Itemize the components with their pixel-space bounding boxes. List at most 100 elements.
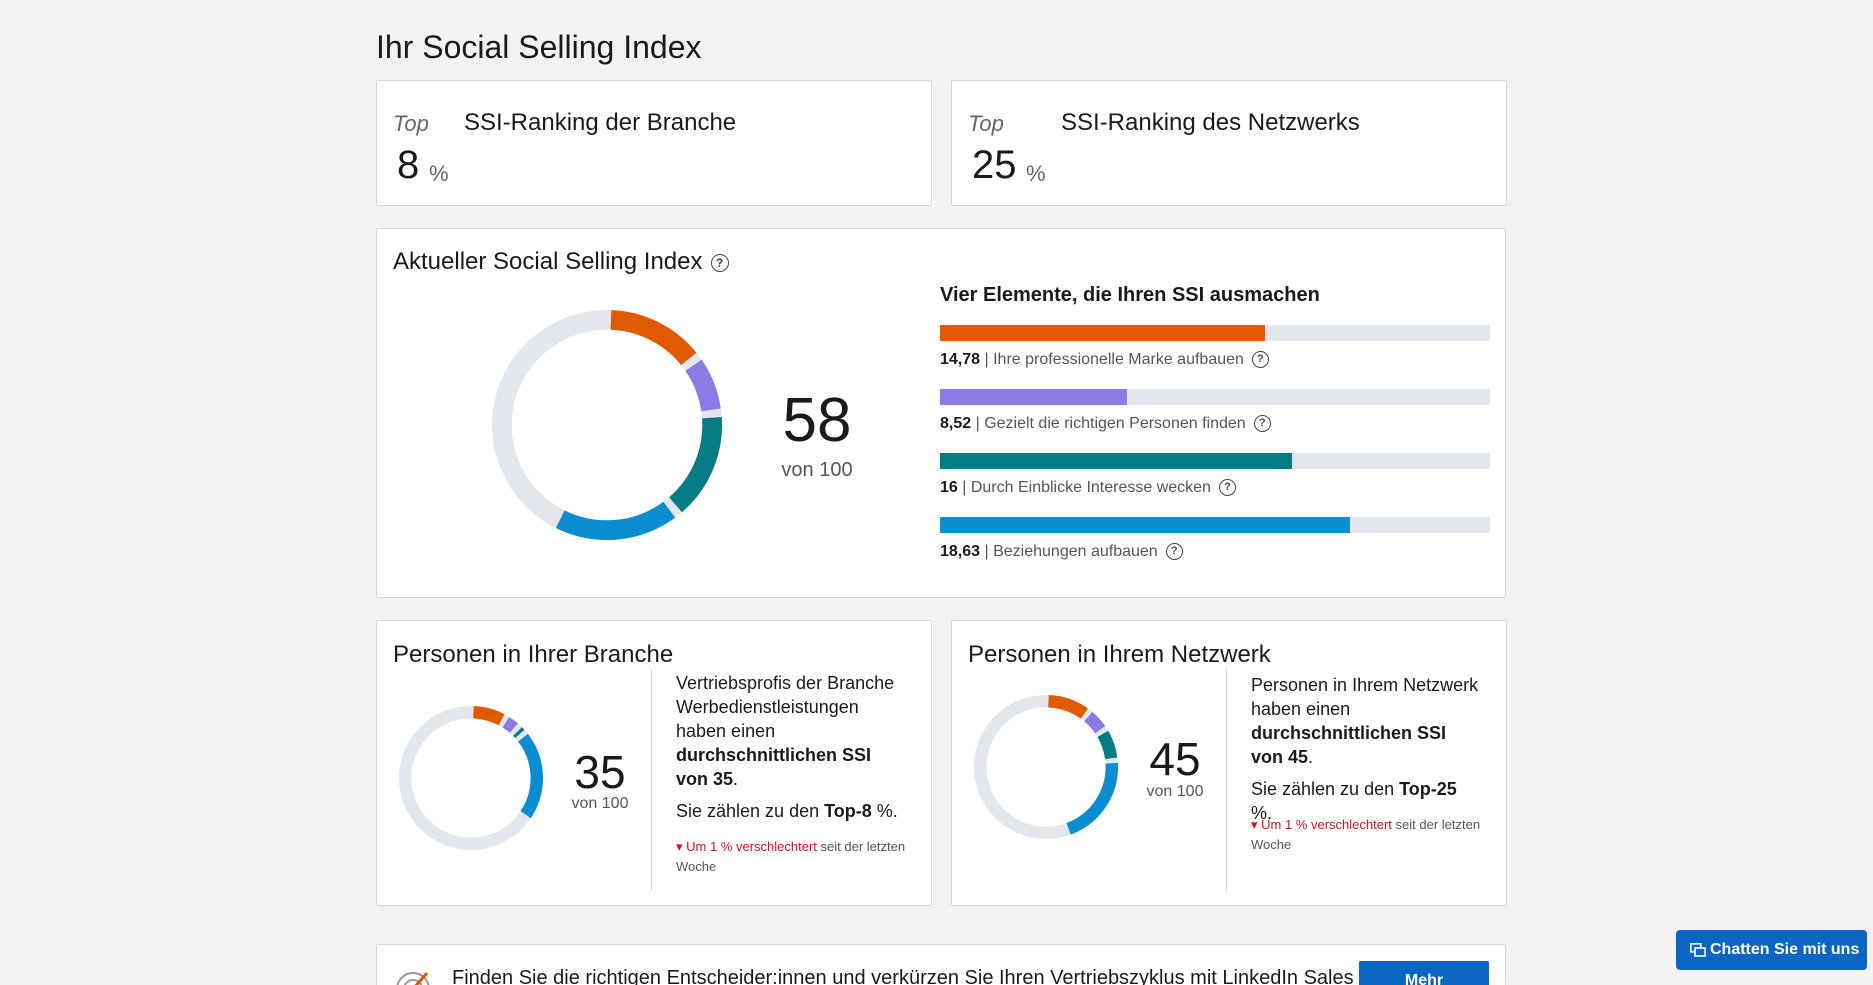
industry-rank-label: SSI-Ranking der Branche (464, 109, 737, 136)
industry-donut-segment-2 (502, 716, 518, 733)
network-rank-bold: Top-25 (1399, 779, 1457, 799)
network-peers-text-end: . (1308, 747, 1314, 767)
element-label: 18,63 | Beziehungen aufbauen? (940, 543, 1183, 561)
network-peers-change: ▾ Um 1 % verschlechtert seit der letzten… (1251, 815, 1481, 855)
network-peers-out-of: von 100 (1146, 783, 1204, 800)
help-icon[interactable]: ? (710, 253, 729, 272)
network-top-label: Top (968, 111, 1004, 136)
industry-peers-out-of: von 100 (571, 795, 629, 812)
network-peers-card: Personen in Ihrem Netzwerk 45 von 100 Pe… (951, 620, 1507, 906)
network-peers-rank: Sie zählen zu den Top-25 %. (1251, 777, 1481, 825)
promo-text: Finden Sie die richtigen Entscheider:inn… (452, 967, 1354, 985)
help-icon[interactable]: ? (1218, 479, 1236, 497)
network-peers-text: Personen in Ihrem Netzwerk haben einen (1251, 675, 1479, 719)
network-peers-score: 45 (1149, 733, 1201, 785)
element-name: Gezielt die richtigen Personen finden (984, 415, 1246, 432)
industry-donut-segment-1 (472, 706, 505, 726)
industry-peers-change: ▾ Um 1 % verschlechtert seit der letzten… (676, 837, 906, 877)
network-rank-value: 25 (972, 143, 1017, 187)
industry-rank-post: %. (876, 801, 898, 821)
industry-change-red: Um 1 % verschlechtert (686, 839, 817, 854)
industry-peers-avg: durchschnittlichen SSI von 35 (676, 745, 872, 789)
separator: | (980, 351, 994, 368)
element-value: 16 (940, 479, 958, 496)
element-bar-fill (940, 325, 1266, 341)
network-peers-heading: Personen in Ihrem Netzwerk (968, 641, 1271, 668)
industry-peers-rank: Sie zählen zu den Top-8 %. (676, 799, 906, 823)
network-rank-label: SSI-Ranking des Netzwerks (1061, 109, 1360, 136)
page-title: Ihr Social Selling Index (376, 29, 702, 65)
more-button[interactable]: Mehr (1359, 961, 1489, 985)
network-donut-segment-2 (1084, 711, 1106, 734)
element-label: 16 | Durch Einblicke Interesse wecken? (940, 479, 1236, 497)
network-donut-segment-3 (1097, 730, 1118, 760)
industry-peers-score: 35 (574, 746, 626, 798)
ssi-out-of: von 100 (781, 459, 853, 481)
network-donut-chart (974, 695, 1118, 839)
industry-peers-text: Vertriebsprofis der Branche Werbedienstl… (676, 673, 895, 741)
divider (1226, 669, 1227, 891)
element-bar-track (940, 325, 1490, 341)
ssi-donut-segment-1 (610, 310, 697, 366)
chat-label: Chatten Sie mit uns (1710, 941, 1860, 958)
chat-button[interactable]: Chatten Sie mit uns (1676, 930, 1867, 970)
industry-donut-segment-4 (517, 733, 543, 819)
element-bar-fill (940, 453, 1292, 469)
network-rank-post: %. (1251, 803, 1273, 823)
industry-peers-heading: Personen in Ihrer Branche (393, 641, 674, 668)
ssi-donut-chart (492, 310, 722, 540)
element-value: 18,63 (940, 543, 981, 560)
ssi-donut-segment-4 (555, 501, 676, 540)
trend-down-icon: ▾ (1251, 817, 1258, 832)
chat-icon (1690, 943, 1706, 957)
network-peers-avg: durchschnittlichen SSI von 45 (1251, 723, 1447, 767)
elements-title: Vier Elemente, die Ihren SSI ausmachen (940, 284, 1320, 306)
element-bar-track (940, 389, 1490, 405)
element-bar-fill (940, 517, 1350, 533)
element-value: 8,52 (940, 415, 972, 432)
ssi-heading-text: Aktueller Social Selling Index (393, 248, 703, 275)
element-label: 14,78 | Ihre professionelle Marke aufbau… (940, 351, 1269, 369)
element-label: 8,52 | Gezielt die richtigen Personen fi… (940, 415, 1271, 433)
help-icon[interactable]: ? (1253, 415, 1271, 433)
industry-rank-bold: Top-8 (824, 801, 872, 821)
industry-change-rest: seit der letzten Woche (676, 839, 906, 874)
element-bar-track (940, 517, 1490, 533)
industry-top-label: Top (393, 111, 429, 136)
industry-ranking-card: Top 8 % SSI-Ranking der Branche (376, 80, 932, 206)
element-name: Beziehungen aufbauen (993, 543, 1158, 560)
industry-peers-text-end: . (733, 769, 739, 789)
network-rank-pre: Sie zählen zu den (1251, 779, 1395, 799)
industry-donut-track (399, 706, 543, 850)
industry-donut-chart (399, 706, 543, 850)
industry-peers-description: Vertriebsprofis der Branche Werbedienstl… (676, 671, 906, 791)
network-donut-segment-4 (1066, 762, 1118, 835)
ssi-score: 58 (782, 386, 852, 455)
separator: | (980, 543, 994, 560)
target-icon (396, 972, 430, 985)
element-bar-fill (940, 389, 1128, 405)
element-name: Ihre professionelle Marke aufbauen (993, 351, 1244, 368)
element-bar-track (940, 453, 1490, 469)
trend-down-icon: ▾ (676, 839, 683, 854)
industry-rank-pre: Sie zählen zu den (676, 801, 820, 821)
separator: | (957, 479, 971, 496)
ssi-donut-segment-3 (668, 417, 722, 513)
help-icon[interactable]: ? (1251, 351, 1269, 369)
help-icon[interactable]: ? (1165, 543, 1183, 561)
network-change-red: Um 1 % verschlechtert (1261, 817, 1392, 832)
ssi-heading: Aktueller Social Selling Index? (393, 247, 729, 277)
network-change-rest: seit der letzten Woche (1251, 817, 1481, 852)
current-ssi-card: Aktueller Social Selling Index? 58 von 1… (376, 228, 1506, 598)
separator: | (971, 415, 985, 432)
element-value: 14,78 (940, 351, 981, 368)
industry-rank-unit: % (429, 161, 449, 186)
industry-peers-card: Personen in Ihrer Branche 35 von 100 Ver… (376, 620, 932, 906)
divider (651, 669, 652, 891)
network-donut-segment-1 (1047, 695, 1088, 719)
industry-donut-segment-3 (513, 727, 525, 739)
network-ranking-card: Top 25 % SSI-Ranking des Netzwerks (951, 80, 1507, 206)
ssi-donut-segment-2 (685, 359, 721, 412)
network-peers-description: Personen in Ihrem Netzwerk haben einen d… (1251, 673, 1481, 769)
